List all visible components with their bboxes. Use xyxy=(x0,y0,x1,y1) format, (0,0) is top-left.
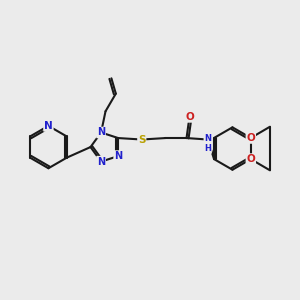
Text: O: O xyxy=(246,133,255,143)
Text: N
H: N H xyxy=(204,134,211,153)
Text: O: O xyxy=(185,112,194,122)
Text: O: O xyxy=(246,154,255,164)
Text: N: N xyxy=(97,128,105,137)
Text: N: N xyxy=(97,157,105,166)
Text: S: S xyxy=(138,134,146,145)
Text: N: N xyxy=(44,121,53,131)
Text: N: N xyxy=(114,151,122,161)
